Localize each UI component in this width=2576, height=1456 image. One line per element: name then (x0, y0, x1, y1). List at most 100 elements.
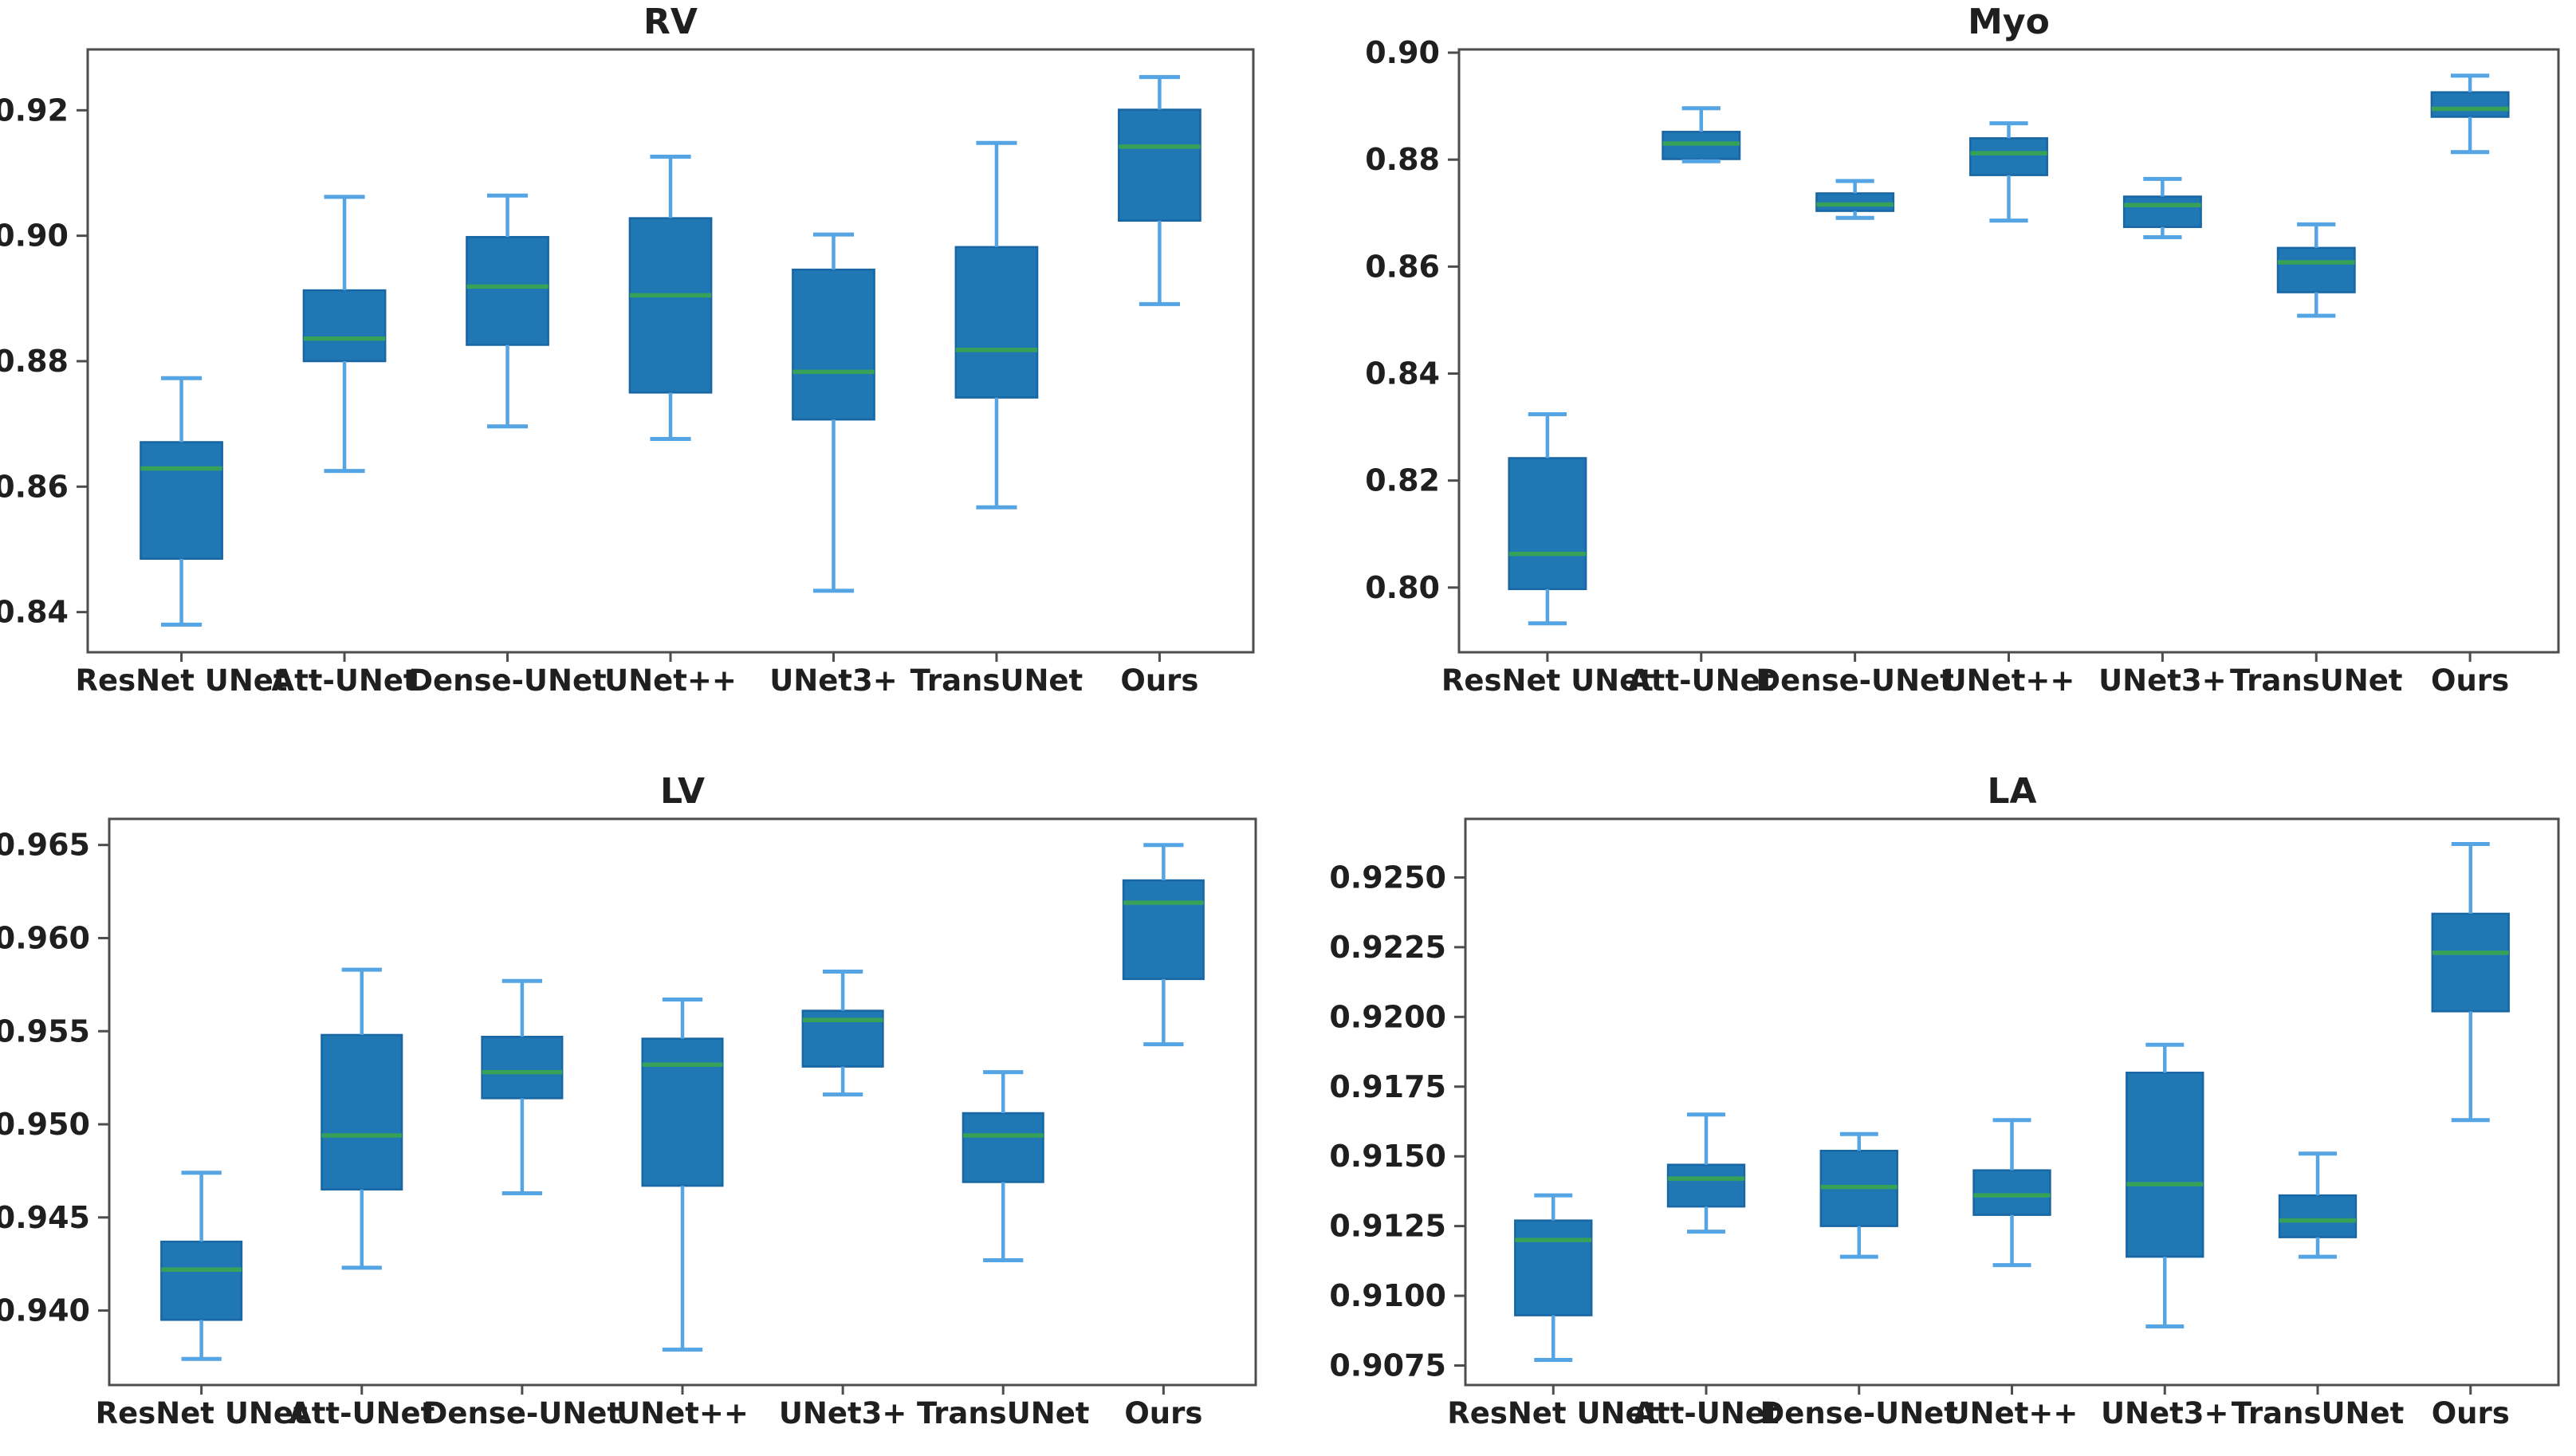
iqr-box (792, 268, 875, 421)
iqr-box (2431, 912, 2510, 1013)
boxplot-myo: 0.80 0.82 0.84 0.86 0.88 0.90 ResNet UNetAtt-U… (1365, 2, 2560, 698)
iqr-box (1508, 457, 1587, 591)
panel-title: RV (643, 2, 698, 42)
box-ours (2430, 73, 2510, 155)
y-tick-label: 0.9225 (1329, 930, 1446, 965)
x-tick-label: Ours (2431, 663, 2509, 698)
iqr-box (1815, 192, 1895, 212)
y-tick-label: 0.9100 (1329, 1278, 1446, 1313)
y-tick-label: 0.965 (0, 828, 90, 863)
box-dense-unet (1819, 1131, 1898, 1259)
y-tick-label: 0.9200 (1329, 999, 1446, 1034)
box-transunet (954, 140, 1039, 510)
x-tick-label: ResNet UNet (96, 1396, 308, 1430)
y-tick-label: 0.9250 (1329, 860, 1446, 895)
y-tick-label: 0.86 (1365, 249, 1440, 284)
box-unet3- (2122, 176, 2202, 239)
box-resnet-unet (160, 1171, 243, 1361)
x-tick-label: Dense-UNet (423, 1396, 621, 1430)
y-tick-label: 0.88 (0, 344, 69, 379)
iqr-box (2276, 246, 2356, 293)
iqr-box (321, 1033, 403, 1191)
x-tick-label: UNet++ (604, 663, 737, 698)
iqr-box (1969, 137, 2048, 176)
x-tick-label: Att-UNet (271, 663, 417, 698)
panel-myo: 0.80 0.82 0.84 0.86 0.88 0.90 ResNet UNet Att-U… (1288, 0, 2576, 728)
iqr-box (2126, 1072, 2204, 1258)
x-tick-label: UNet3+ (2101, 1396, 2229, 1430)
box-unet3- (801, 970, 884, 1097)
boxplot-la: 0.9075 0.9100 0.9125 0.9150 0.9175 0.9200 0.92… (1329, 771, 2560, 1430)
iqr-box (962, 1112, 1044, 1183)
x-tick-label: UNet++ (1946, 1396, 2078, 1430)
box-att-unet (302, 195, 387, 474)
plot-frame (86, 48, 1255, 654)
box-dense-unet (481, 978, 564, 1195)
box-ours (2431, 841, 2510, 1123)
iqr-box (481, 1036, 564, 1100)
x-tick-label: Att-UNet (1628, 663, 1774, 698)
x-tick-label: ResNet UNet (1447, 1396, 1659, 1430)
y-tick-label: 0.84 (0, 595, 69, 630)
y-tick-label: 0.950 (0, 1107, 90, 1142)
x-tick-label: TransUNet (910, 663, 1083, 698)
box-unet- (1972, 1118, 2051, 1268)
box-unet- (641, 998, 724, 1352)
iqr-box (302, 289, 387, 363)
boxplot-rv: 0.84 0.86 0.88 0.90 0.92 ResNet UNetAtt-UNetD… (0, 2, 1255, 698)
y-tick-label: 0.960 (0, 920, 90, 955)
y-tick-label: 0.9150 (1329, 1139, 1446, 1174)
x-tick-label: Ours (1124, 1396, 1202, 1430)
box-resnet-unet (1514, 1193, 1593, 1363)
box-unet- (1969, 121, 2048, 223)
iqr-box (641, 1037, 724, 1187)
y-tick-label: 0.82 (1365, 463, 1440, 498)
iqr-box (2430, 91, 2510, 118)
y-tick-label: 0.84 (1365, 356, 1440, 392)
x-tick-label: Dense-UNet (1756, 663, 1953, 698)
box-transunet (2278, 1151, 2358, 1259)
x-tick-label: Ours (1120, 663, 1198, 698)
box-dense-unet (466, 193, 549, 429)
box-resnet-unet (140, 376, 223, 627)
plot-frame (1464, 817, 2560, 1387)
y-tick-label: 0.955 (0, 1013, 90, 1049)
box-att-unet (1662, 106, 1741, 163)
plot-frame (1457, 48, 2560, 654)
iqr-box (1118, 108, 1201, 222)
box-unet- (628, 155, 713, 442)
panel-title: LA (1987, 771, 2036, 812)
x-tick-label: UNet3+ (2098, 663, 2227, 698)
box-ours (1122, 843, 1205, 1047)
iqr-box (1514, 1219, 1593, 1316)
x-tick-label: Att-UNet (289, 1396, 435, 1430)
x-tick-label: Dense-UNet (408, 663, 606, 698)
x-tick-label: TransUNet (2230, 663, 2403, 698)
y-tick-label: 0.90 (0, 218, 69, 254)
box-unet3- (2126, 1042, 2204, 1329)
y-tick-label: 0.9075 (1329, 1348, 1446, 1383)
iqr-box (1666, 1163, 1746, 1208)
y-tick-label: 0.88 (1365, 142, 1440, 177)
x-tick-label: Att-UNet (1633, 1396, 1779, 1430)
iqr-box (140, 441, 223, 561)
iqr-box (1122, 879, 1205, 981)
panel-lv: 0.940 0.945 0.950 0.955 0.960 0.965 ResNet UNe… (0, 728, 1288, 1456)
box-ours (1118, 75, 1201, 306)
iqr-box (160, 1240, 243, 1321)
box-transunet (2276, 222, 2356, 318)
iqr-box (2278, 1194, 2358, 1238)
x-tick-label: TransUNet (917, 1396, 1090, 1430)
plot-frame (108, 817, 1257, 1387)
iqr-box (954, 246, 1039, 399)
x-tick-label: TransUNet (2232, 1396, 2405, 1430)
iqr-box (1972, 1169, 2051, 1216)
y-tick-label: 0.945 (0, 1200, 90, 1235)
x-tick-label: Dense-UNet (1760, 1396, 1958, 1430)
iqr-box (628, 217, 713, 394)
y-tick-label: 0.940 (0, 1293, 90, 1328)
x-tick-label: ResNet UNet (76, 663, 288, 698)
x-tick-label: UNet++ (1943, 663, 2075, 698)
box-unet3- (792, 232, 875, 593)
y-tick-label: 0.9175 (1329, 1069, 1446, 1104)
